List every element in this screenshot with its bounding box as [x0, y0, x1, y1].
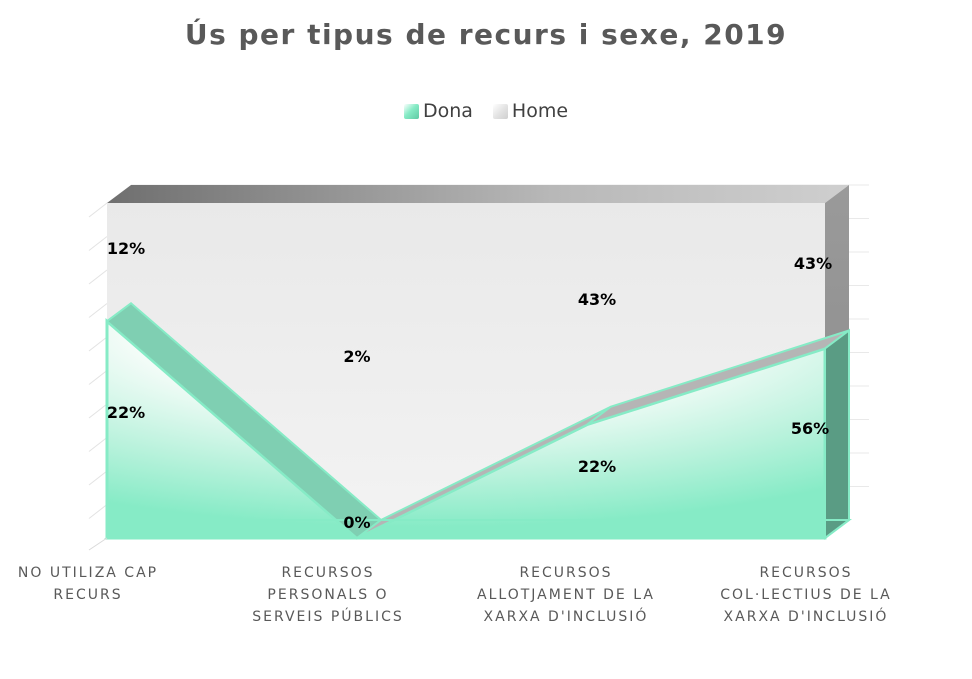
category-label: RECURSOS ALLOTJAMENT DE LA XARXA D'INCLUSI…	[477, 565, 655, 625]
data-label-home: 43%	[578, 290, 616, 309]
home-top-band	[107, 185, 849, 203]
category-label: RECURSOS COL·LECTIUS DE LA XARXA D'INCLUSI…	[720, 565, 892, 625]
data-label-home: 2%	[343, 347, 370, 366]
legend: Dona Home	[0, 100, 972, 122]
legend-label-dona: Dona	[422, 100, 473, 122]
data-label-dona: 0%	[343, 513, 370, 532]
gridline-side	[88, 470, 108, 486]
legend-item-home: Home	[492, 100, 569, 122]
category-label: NO UTILIZA CAP RECURS	[17, 565, 159, 603]
gridline-side	[88, 269, 108, 285]
data-label-home: 12%	[107, 239, 145, 258]
axis-side	[88, 537, 108, 551]
gridline-side	[88, 504, 108, 519]
legend-label-home: Home	[511, 100, 569, 122]
gridline-side	[88, 437, 108, 452]
gridline-side	[88, 403, 108, 419]
data-label-home: 43%	[794, 254, 832, 273]
gridline-side	[88, 236, 108, 251]
data-label-dona: 22%	[107, 403, 145, 422]
legend-item-dona: Dona	[403, 100, 473, 122]
gridline-side	[88, 370, 108, 385]
gridline-side	[88, 336, 108, 352]
gridline-side	[88, 202, 108, 218]
legend-swatch-home	[492, 103, 508, 119]
gridline-side	[88, 303, 108, 318]
data-label-dona: 56%	[791, 419, 829, 438]
dona-floor	[104, 519, 852, 539]
legend-swatch-dona	[403, 103, 419, 119]
category-label: RECURSOS PERSONALS O SERVEIS PÚBLICS	[252, 565, 404, 625]
chart-title: Ús per tipus de recurs i sexe, 2019	[184, 18, 788, 51]
data-label-dona: 22%	[578, 457, 616, 476]
